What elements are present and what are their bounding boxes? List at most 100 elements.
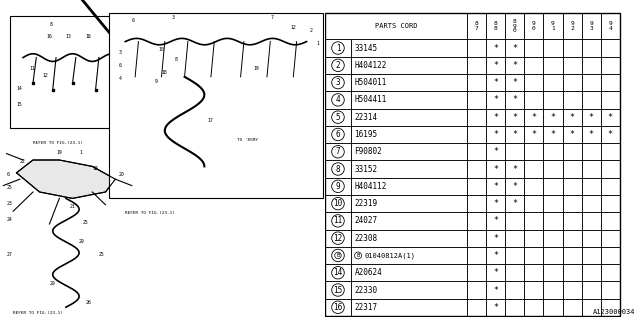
Text: 8
9
0: 8 9 0 [513, 19, 516, 33]
Bar [467, 212, 486, 229]
Bar [582, 143, 601, 160]
Bar [582, 212, 601, 229]
Text: 16: 16 [333, 303, 342, 312]
Bar [467, 39, 486, 57]
Text: 22330: 22330 [355, 285, 378, 294]
Bar [601, 160, 620, 178]
Text: 27: 27 [6, 252, 12, 257]
Text: 9
0: 9 0 [532, 21, 536, 31]
Bar [524, 212, 543, 229]
Bar [563, 91, 582, 108]
Bar [325, 143, 351, 160]
Bar [505, 247, 524, 264]
Bar [325, 281, 351, 299]
Bar [524, 281, 543, 299]
Bar [467, 299, 486, 316]
Text: REFER TO FIG.(23-1): REFER TO FIG.(23-1) [13, 311, 63, 315]
Bar [351, 91, 467, 108]
Text: *: * [493, 61, 498, 70]
Bar [543, 212, 563, 229]
Bar [505, 126, 524, 143]
Text: 25: 25 [6, 185, 12, 190]
Bar [582, 160, 601, 178]
Text: 33145: 33145 [355, 44, 378, 52]
Text: 18: 18 [161, 69, 167, 75]
Text: 12: 12 [290, 25, 296, 30]
Text: *: * [531, 130, 536, 139]
Bar [582, 108, 601, 126]
Bar [601, 57, 620, 74]
Text: 22314: 22314 [355, 113, 378, 122]
Bar [505, 229, 524, 247]
Bar [325, 247, 351, 264]
Bar [505, 160, 524, 178]
Text: 14: 14 [17, 86, 22, 91]
Text: *: * [589, 130, 594, 139]
Text: 8
8: 8 8 [493, 21, 497, 31]
Bar [543, 108, 563, 126]
Bar [582, 57, 601, 74]
Text: *: * [512, 182, 517, 191]
Bar [10, 16, 155, 128]
Bar [467, 74, 486, 91]
Bar [524, 12, 543, 39]
Text: 22: 22 [20, 159, 26, 164]
Bar [524, 178, 543, 195]
Polygon shape [17, 160, 115, 198]
Bar [486, 126, 505, 143]
Text: B: B [337, 253, 340, 258]
Bar [543, 160, 563, 178]
Text: 19: 19 [56, 149, 62, 155]
Bar [325, 91, 351, 108]
Bar [601, 264, 620, 281]
Text: 01040812A(1): 01040812A(1) [364, 252, 415, 259]
Bar [351, 108, 467, 126]
Text: F90802: F90802 [355, 147, 382, 156]
Bar [486, 212, 505, 229]
Bar [524, 108, 543, 126]
Text: 24: 24 [6, 217, 12, 222]
Bar [467, 178, 486, 195]
Text: *: * [550, 130, 556, 139]
Text: 19: 19 [254, 66, 260, 71]
Bar [325, 195, 351, 212]
Bar [486, 57, 505, 74]
Bar [524, 247, 543, 264]
Text: *: * [531, 113, 536, 122]
Bar [563, 195, 582, 212]
Bar [543, 39, 563, 57]
Text: 7: 7 [335, 147, 340, 156]
Text: *: * [512, 113, 517, 122]
Text: 6: 6 [6, 172, 10, 177]
Text: 1: 1 [316, 41, 319, 46]
Bar [543, 229, 563, 247]
Text: H404122: H404122 [355, 61, 387, 70]
Text: H404112: H404112 [355, 182, 387, 191]
Bar [467, 281, 486, 299]
Bar [601, 74, 620, 91]
Text: H504411: H504411 [355, 95, 387, 104]
Bar [543, 74, 563, 91]
Bar [524, 143, 543, 160]
Bar [486, 12, 505, 39]
Text: 11: 11 [29, 66, 35, 71]
Bar [601, 12, 620, 39]
Text: *: * [512, 78, 517, 87]
Bar [543, 299, 563, 316]
Bar [563, 281, 582, 299]
Text: 8: 8 [49, 21, 52, 27]
Bar [524, 39, 543, 57]
Bar [601, 91, 620, 108]
Bar [467, 143, 486, 160]
Text: 7: 7 [270, 15, 273, 20]
Bar [325, 160, 351, 178]
Bar [524, 229, 543, 247]
Bar [563, 74, 582, 91]
Text: *: * [493, 285, 498, 294]
Bar [582, 264, 601, 281]
Bar [486, 299, 505, 316]
Bar [524, 57, 543, 74]
Text: 9
4: 9 4 [609, 21, 612, 31]
Bar [524, 195, 543, 212]
Text: 22317: 22317 [355, 303, 378, 312]
